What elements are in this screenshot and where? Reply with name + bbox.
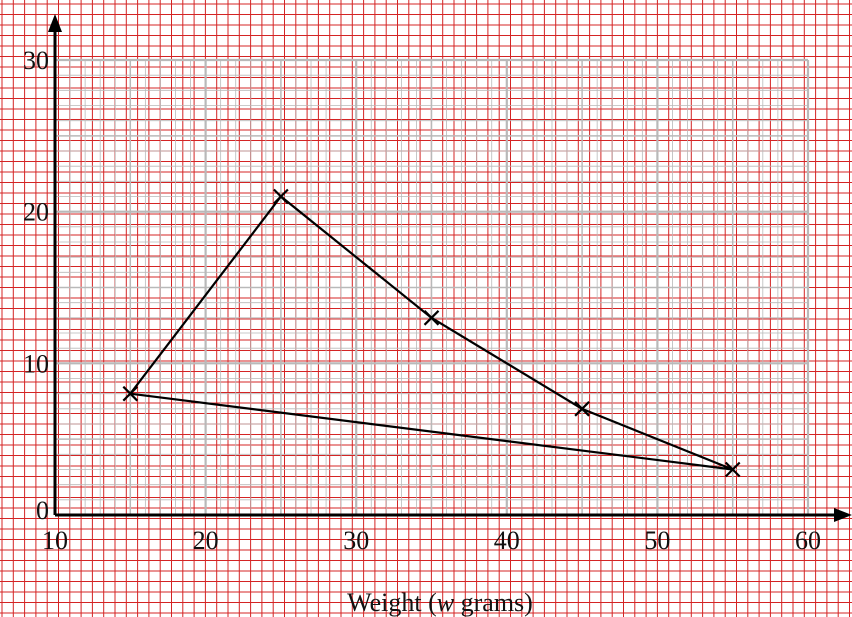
data-point [122, 385, 139, 402]
x-tick-label: 20 [193, 526, 219, 555]
x-tick-label: 30 [343, 526, 369, 555]
data-point-stroke [273, 188, 289, 205]
data-point-stroke [574, 401, 590, 417]
data-point [574, 401, 590, 417]
data-point-stroke [724, 461, 741, 478]
series [128, 194, 734, 471]
x-tick-label: 50 [644, 526, 670, 555]
x-axis-label: Weight (w grams) [347, 588, 533, 617]
markers [122, 188, 741, 478]
data-point [724, 461, 741, 478]
data-point [273, 188, 289, 205]
data-point [423, 310, 440, 326]
x-axis-label-text: Weight ( [347, 588, 437, 617]
y-tick-label: 30 [23, 46, 49, 75]
x-axis-arrow [834, 508, 852, 522]
data-point-stroke [122, 385, 139, 402]
y-axis-arrow [48, 14, 62, 32]
x-tick-label: 40 [494, 526, 520, 555]
x-axis-label-variable: w [437, 588, 455, 617]
y-tick-label: 10 [23, 349, 49, 378]
data-point-stroke [423, 310, 440, 326]
axes [48, 14, 852, 522]
x-tick-label: 10 [42, 526, 68, 555]
series-line [128, 194, 734, 471]
x-axis-label-unit: grams) [454, 588, 533, 617]
y-tick-label: 0 [36, 496, 49, 525]
x-tick-label: 60 [795, 526, 821, 555]
y-tick-label: 20 [23, 198, 49, 227]
graph-grid [53, 58, 810, 517]
